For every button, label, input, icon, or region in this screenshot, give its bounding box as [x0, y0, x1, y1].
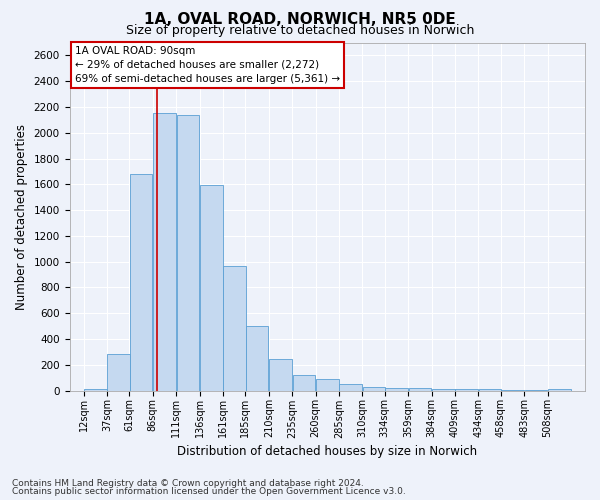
Bar — [409, 388, 431, 390]
Y-axis label: Number of detached properties: Number of detached properties — [15, 124, 28, 310]
Bar — [432, 388, 455, 390]
Text: Contains public sector information licensed under the Open Government Licence v3: Contains public sector information licen… — [12, 487, 406, 496]
Bar — [269, 359, 292, 390]
Text: Contains HM Land Registry data © Crown copyright and database right 2024.: Contains HM Land Registry data © Crown c… — [12, 479, 364, 488]
Text: 1A OVAL ROAD: 90sqm
← 29% of detached houses are smaller (2,272)
69% of semi-det: 1A OVAL ROAD: 90sqm ← 29% of detached ho… — [74, 46, 340, 84]
Bar — [107, 354, 130, 390]
Bar — [130, 174, 152, 390]
Bar — [293, 375, 315, 390]
Text: 1A, OVAL ROAD, NORWICH, NR5 0DE: 1A, OVAL ROAD, NORWICH, NR5 0DE — [144, 12, 456, 28]
Bar — [153, 114, 176, 390]
Text: Size of property relative to detached houses in Norwich: Size of property relative to detached ho… — [126, 24, 474, 37]
Bar — [548, 389, 571, 390]
Bar — [223, 266, 246, 390]
Bar — [385, 388, 408, 390]
X-axis label: Distribution of detached houses by size in Norwich: Distribution of detached houses by size … — [177, 444, 478, 458]
Bar — [176, 114, 199, 390]
Bar — [200, 185, 223, 390]
Bar — [246, 326, 268, 390]
Bar — [362, 386, 385, 390]
Bar — [316, 379, 338, 390]
Bar — [340, 384, 362, 390]
Bar — [455, 389, 478, 390]
